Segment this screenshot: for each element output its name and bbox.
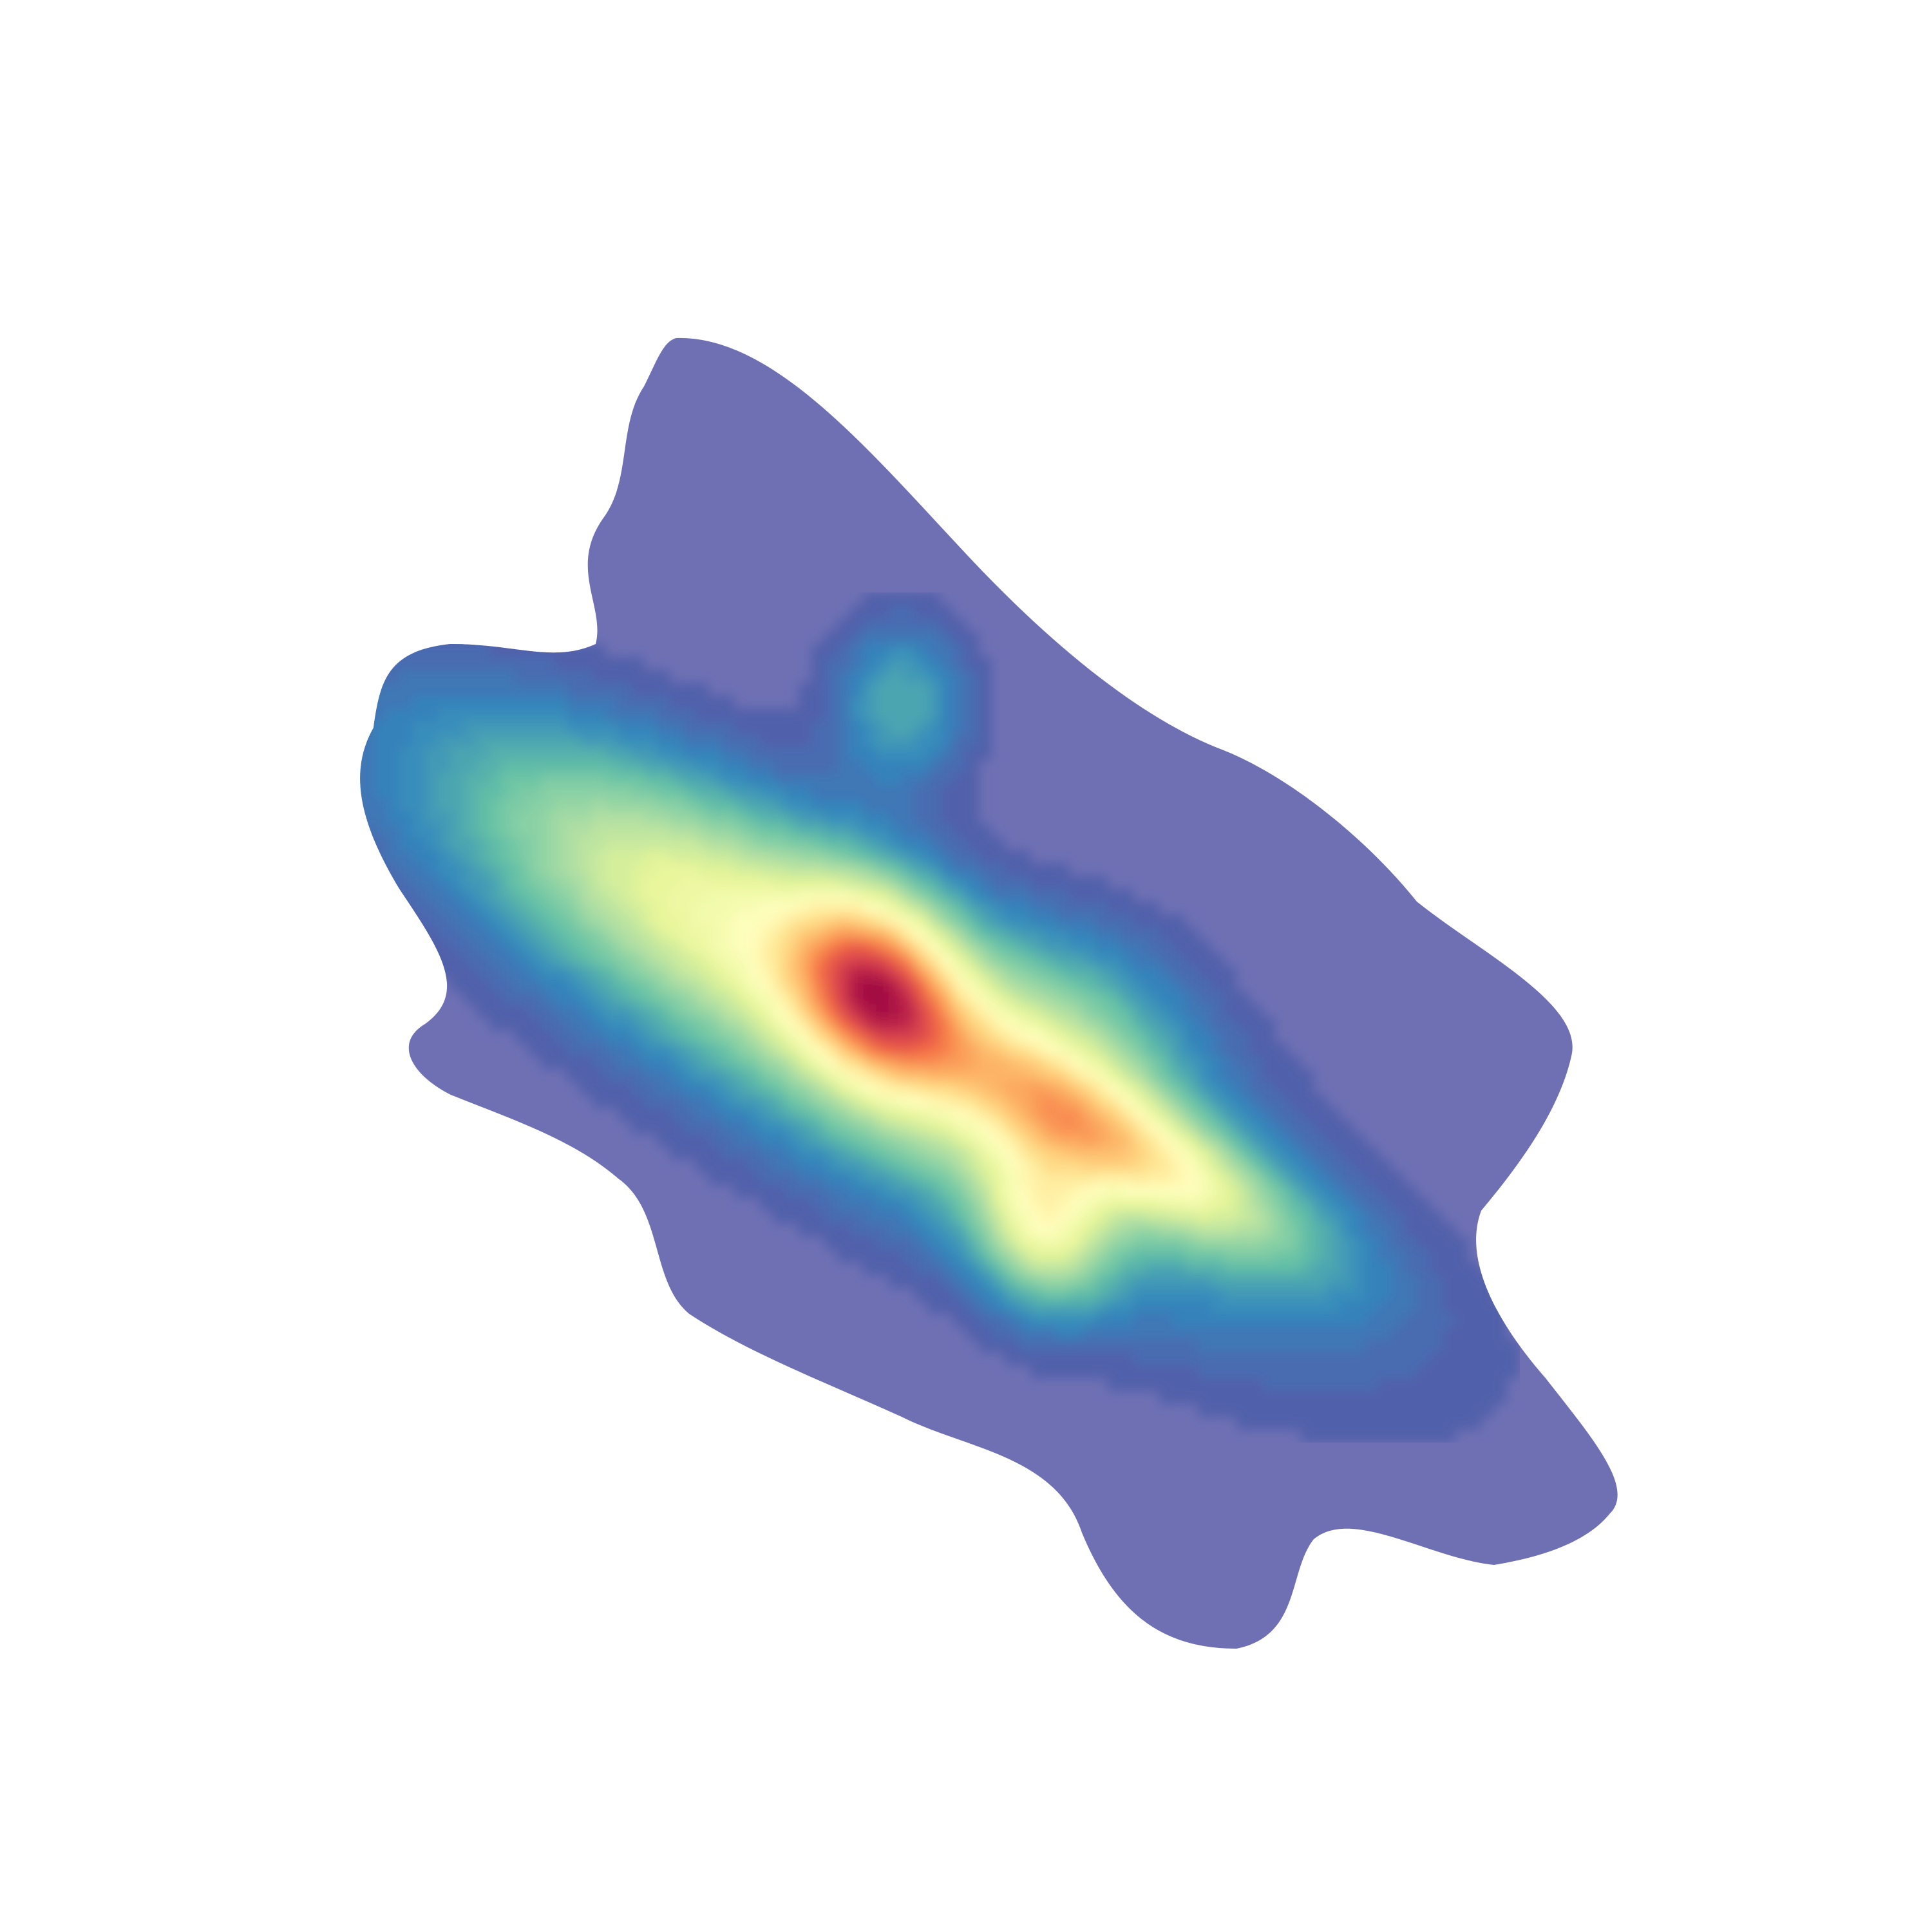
density-level-band: [760, 902, 1172, 1211]
density-level-band: [811, 940, 953, 1056]
density-level-band: [863, 979, 889, 1018]
density-level-band: [541, 799, 1275, 1288]
density-level-band: [811, 953, 1082, 1133]
density-level-band: [360, 592, 1520, 1443]
density-level-band: [399, 644, 1365, 1327]
density-level-band: [489, 773, 1301, 1301]
density-level-band: [837, 966, 850, 1005]
density-contour-bands: [360, 592, 1520, 1443]
density-level-band: [824, 966, 927, 1043]
density-level-band: [837, 953, 927, 1043]
density-level-band: [850, 966, 914, 1030]
density-level-band: [554, 799, 1275, 1275]
density-level-band: [824, 940, 940, 1056]
density-level-band: [567, 811, 1262, 1275]
density-level-band: [360, 605, 1455, 1391]
